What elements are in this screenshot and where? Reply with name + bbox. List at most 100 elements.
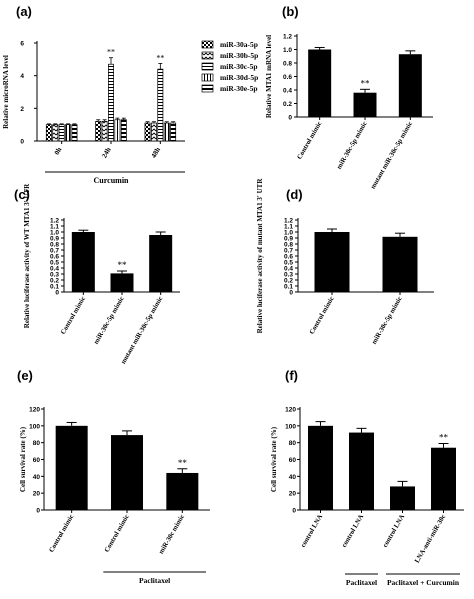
legend-label: miR-30e-5p xyxy=(220,84,258,93)
y-tick-label: 0.2 xyxy=(284,278,293,285)
panel-letter: (e) xyxy=(17,368,33,383)
y-tick-label: 0.4 xyxy=(284,266,293,273)
y-tick-label: 1.2 xyxy=(283,34,292,41)
y-tick-label: 0.1 xyxy=(284,284,293,291)
y-tick-label: 0.9 xyxy=(50,236,59,243)
y-tick-label: 60 xyxy=(289,457,297,464)
x-tick-label: mutant miR-30c-5p mimic xyxy=(370,121,414,191)
chart-panel-4: (d) 00.10.20.30.40.50.60.70.80.91.01.11.2… xyxy=(256,178,434,346)
bar xyxy=(55,425,88,510)
x-tick-label: mutant miR-30c-5p mimic xyxy=(120,296,164,366)
y-tick-label: 40 xyxy=(289,474,297,481)
panel-letter: (b) xyxy=(282,4,299,19)
y-tick-label: 80 xyxy=(33,440,41,447)
group-label: Curcumin xyxy=(94,176,130,185)
y-tick-label: 0.5 xyxy=(284,260,293,267)
significance-mark: ** xyxy=(361,78,371,88)
bar xyxy=(163,122,170,142)
y-tick-label: 0.6 xyxy=(50,254,59,261)
y-tick-label: 0.2 xyxy=(283,101,292,108)
y-tick-label: 0.6 xyxy=(284,254,293,261)
bar xyxy=(353,92,377,117)
bar xyxy=(110,273,134,292)
y-tick-label: 0 xyxy=(292,508,296,515)
x-tick-label: miR-30c-5p mimic xyxy=(93,296,126,346)
y-tick-label: 0.9 xyxy=(284,236,293,243)
bar xyxy=(101,121,108,142)
y-tick-label: 60 xyxy=(33,457,41,464)
chart-panel-6: (f) 0 20 40 60 80 100 120 Cell survival rate (%)… xyxy=(270,368,464,587)
panel-letter: (f) xyxy=(285,368,298,383)
y-tick-label: 0 xyxy=(289,290,293,297)
chart-panel-3: (c) 00.10.20.30.40.50.60.70.80.91.01.11.2… xyxy=(14,183,180,366)
legend-swatch xyxy=(201,51,214,60)
y-axis-label: Relative luciferase activity of WT MTA1 … xyxy=(23,183,31,328)
x-tick-label: Control mimic xyxy=(296,121,323,161)
y-tick-label: 0.5 xyxy=(50,260,59,267)
x-tick-label: miR-30c-5p mimic xyxy=(371,296,404,346)
y-tick-label: 120 xyxy=(285,407,296,414)
legend-label: miR-30b-5p xyxy=(220,51,258,60)
group-label: Paclitaxel xyxy=(139,576,170,585)
chart-panel-5: (e) 0 20 40 60 80 100 120 Cell survival rate (%)… xyxy=(17,368,210,585)
bar xyxy=(398,54,422,117)
bar xyxy=(45,124,52,142)
y-tick-label: 1.2 xyxy=(50,218,59,225)
y-tick-label: 0 xyxy=(55,290,59,297)
x-tick-label: Control mimic xyxy=(308,296,335,336)
legend-label: miR-30d-5p xyxy=(220,73,258,82)
y-tick-label: 0.8 xyxy=(50,242,59,249)
legend-label: miR-30a-5p xyxy=(220,40,258,49)
bar xyxy=(108,63,114,142)
y-tick-label: 0.3 xyxy=(50,272,59,279)
bar xyxy=(382,236,418,292)
panel-letter: (c) xyxy=(14,187,30,202)
bar xyxy=(150,122,157,142)
y-tick-label: 0.4 xyxy=(283,88,292,95)
y-tick-label: 20 xyxy=(33,491,41,498)
legend-swatch xyxy=(201,84,214,93)
legend-swatch xyxy=(201,73,214,82)
bar xyxy=(58,124,65,142)
legend-swatch xyxy=(201,62,214,71)
y-tick-label: 0.7 xyxy=(284,248,293,255)
significance-mark: ** xyxy=(107,48,115,57)
y-tick-label: 0.8 xyxy=(284,242,293,249)
x-tick-label: Control mimic xyxy=(48,514,75,554)
y-tick-label: 100 xyxy=(29,423,40,430)
x-tick-label: LNA-anti-miR-30c xyxy=(414,514,447,565)
bar xyxy=(166,472,199,510)
y-tick-label: 0.6 xyxy=(283,74,292,81)
y-tick-label: 40 xyxy=(33,474,41,481)
y-tick-label: 0.1 xyxy=(50,284,59,291)
chart-panel-2: (b) 0 0.2 0.4 0.6 0.8 1.0 1.2 Relative MTA1 mRNA… xyxy=(265,4,433,190)
bar xyxy=(52,124,59,142)
y-tick-label: 6 xyxy=(20,41,24,48)
x-tick-label: control LNA xyxy=(341,513,365,548)
y-axis-label: Cell survival rate (%) xyxy=(19,426,27,492)
x-tick-label: miR-30c mimic xyxy=(158,514,186,556)
y-axis-label: Relative luciferase activity of mutant M… xyxy=(256,178,264,334)
bar xyxy=(71,124,78,142)
x-tick-label: Control mimic xyxy=(60,296,87,336)
y-axis-label: Cell survival rate (%) xyxy=(270,426,278,492)
x-tick-label: control LNA xyxy=(382,513,406,548)
bar xyxy=(120,119,127,142)
bar xyxy=(170,122,177,142)
y-tick-label: 0.7 xyxy=(50,248,59,255)
x-tick-label: 48h xyxy=(150,146,162,160)
y-tick-label: 1.0 xyxy=(283,47,292,54)
bar xyxy=(71,232,95,292)
bar xyxy=(95,121,102,142)
significance-mark: ** xyxy=(439,433,449,443)
group-label: Paclitaxel xyxy=(346,578,377,587)
y-tick-label: 100 xyxy=(285,423,296,430)
y-tick-label: 0.8 xyxy=(283,61,292,68)
bar xyxy=(308,49,332,117)
bar xyxy=(114,119,121,142)
significance-mark: ** xyxy=(118,260,128,270)
bar xyxy=(390,486,415,510)
bar xyxy=(65,124,72,142)
legend-label: miR-30c-5p xyxy=(220,62,258,71)
